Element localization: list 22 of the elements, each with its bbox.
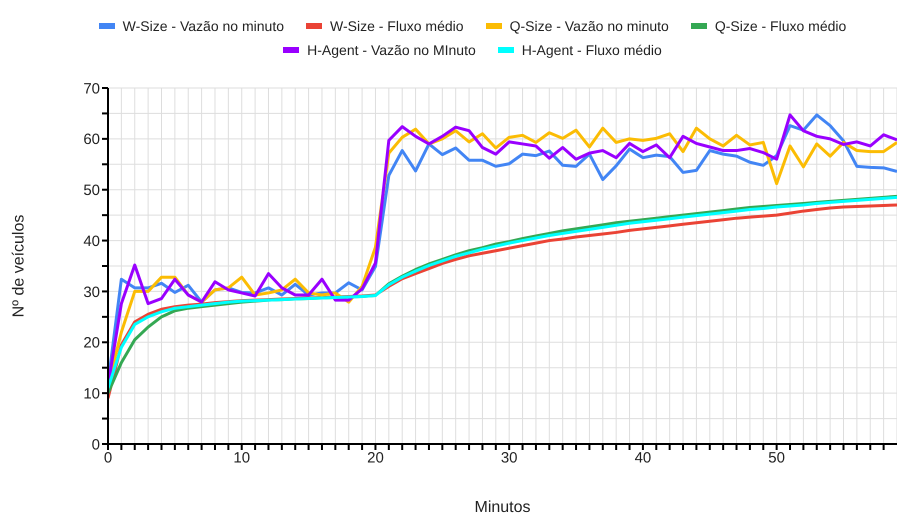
x-tick-label: 40: [634, 450, 652, 467]
x-axis-title: Minutos: [474, 499, 531, 516]
y-tick-label: 50: [83, 182, 100, 200]
y-tick-label: 10: [83, 385, 100, 402]
y-tick-label: 20: [83, 334, 100, 352]
y-tick-label: 0: [92, 436, 100, 454]
legend-label: W-Size - Vazão no minuto: [122, 18, 284, 34]
legend-label: Q-Size - Fluxo médio: [714, 18, 846, 34]
y-tick-label: 60: [83, 131, 100, 148]
y-axis-title: Nº de veículos: [10, 214, 28, 318]
x-tick-label: 30: [500, 450, 518, 467]
x-tick-label: 20: [367, 450, 384, 467]
x-tick-label: 10: [233, 450, 250, 467]
y-tick-label: 40: [83, 232, 100, 250]
x-tick-label: 0: [104, 450, 112, 467]
legend-label: W-Size - Fluxo médio: [330, 18, 464, 34]
y-tick-label: 70: [83, 80, 100, 98]
x-tick-label: 50: [768, 450, 785, 467]
y-tick-label: 30: [83, 284, 100, 301]
legend-label: H-Agent - Fluxo médio: [522, 42, 662, 58]
legend-label: Q-Size - Vazão no minuto: [510, 18, 669, 34]
legend-label: H-Agent - Vazão no MInuto: [307, 42, 476, 58]
